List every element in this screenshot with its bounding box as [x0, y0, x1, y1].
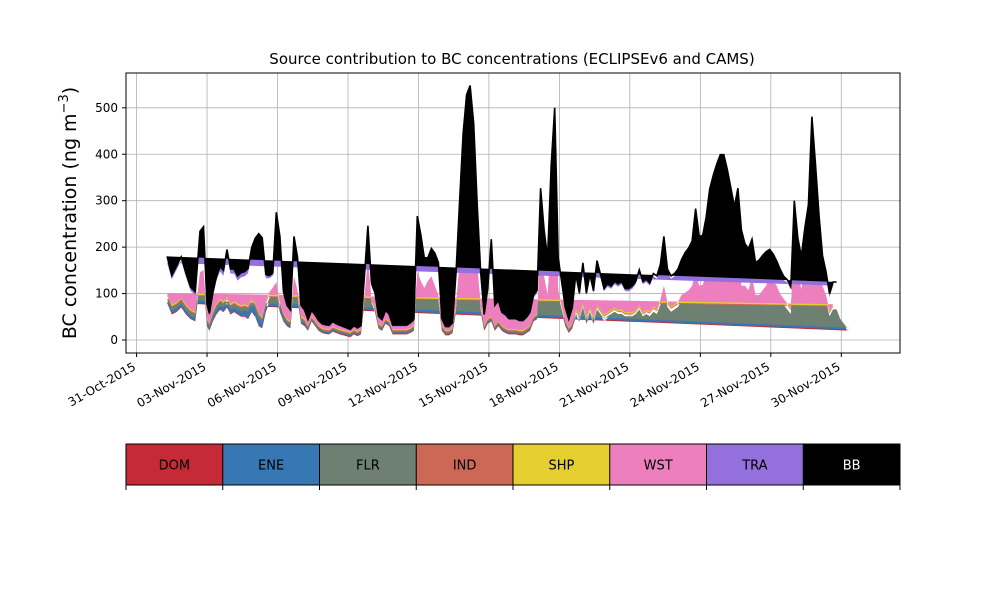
legend-label-ene: ENE [258, 459, 284, 474]
legend-swatch-bb [803, 444, 900, 485]
legend-label-shp: SHP [548, 459, 574, 474]
axes-frame [125, 72, 901, 354]
chart-title: Source contribution to BC concentrations… [269, 50, 754, 68]
y-tick-label: 0 [110, 333, 118, 347]
y-axis-label-main: BC concentration (ng m [59, 113, 81, 339]
legend-swatch-shp [513, 444, 610, 485]
y-tick-label: 500 [95, 101, 118, 115]
y-tick-label: 100 [95, 287, 118, 301]
legend-swatch-ene [222, 444, 320, 485]
legend-label-wst: WST [644, 459, 673, 474]
legend: DOM ENE FLR IND SHP WST TRA BB [125, 443, 901, 490]
y-axis-label-text: BC concentration (ng m−3) [57, 87, 81, 339]
legend-frame [125, 443, 901, 486]
y-tick-label: 300 [95, 194, 118, 208]
legend-swatch-dom [126, 444, 223, 485]
y-axis-label-exponent: −3 [57, 94, 72, 113]
legend-swatch-ind [416, 444, 513, 485]
y-axis-label-close: ) [59, 87, 81, 94]
total-line [166, 85, 837, 331]
legend-swatch-wst [609, 444, 707, 485]
legend-label-tra: TRA [741, 459, 767, 474]
legend-swatch-flr [319, 444, 417, 485]
legend-label-bb: BB [843, 459, 861, 474]
legend-swatch-tra [706, 444, 804, 485]
legend-label-ind: IND [453, 459, 477, 474]
y-tick-label: 200 [95, 240, 118, 254]
y-tick-label: 400 [95, 147, 118, 161]
y-axis-label: BC concentration (ng m−3) [57, 87, 81, 339]
legend-label-dom: DOM [159, 459, 190, 474]
legend-label-flr: FLR [356, 459, 380, 474]
area-bb [167, 85, 837, 330]
